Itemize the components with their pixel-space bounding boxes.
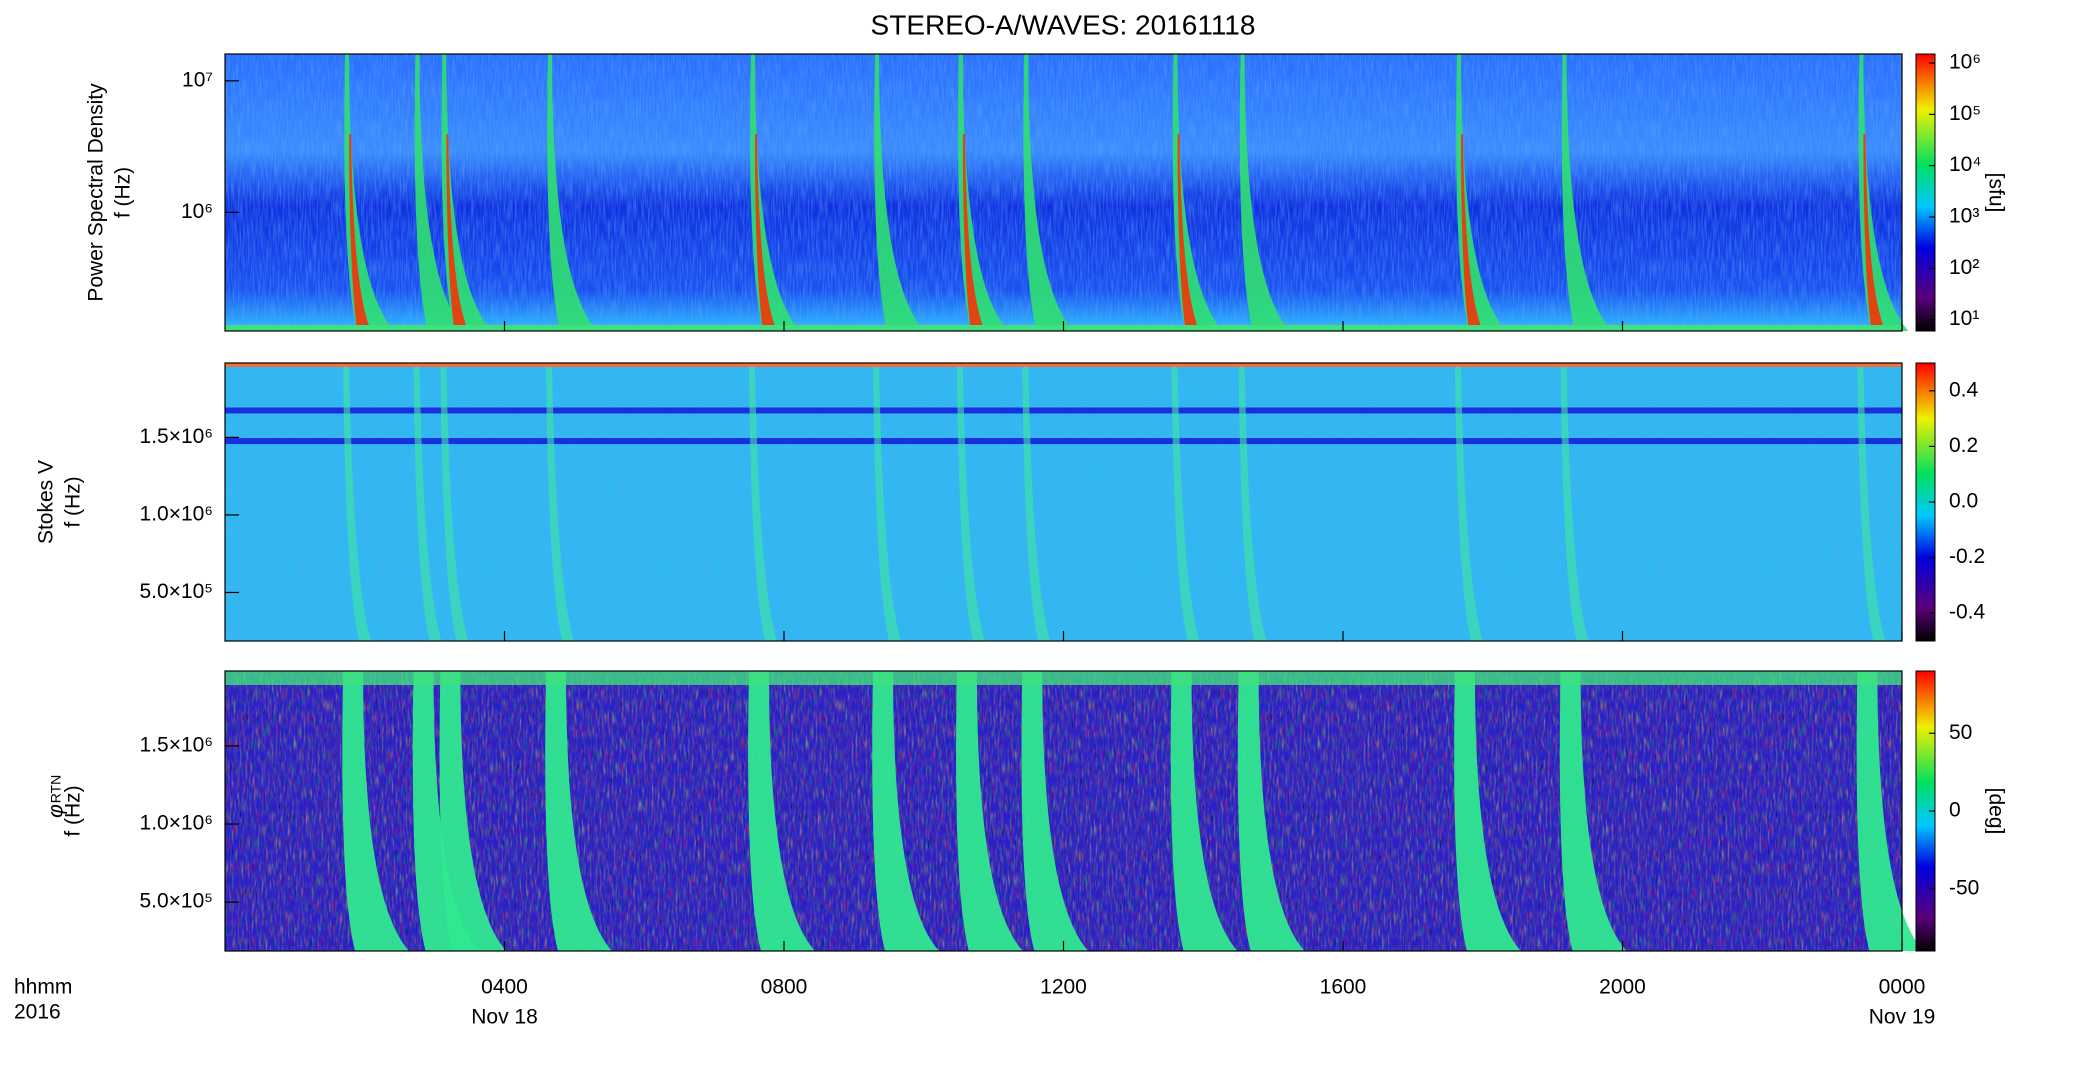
streak xyxy=(956,363,985,641)
streak xyxy=(1237,671,1305,951)
burst-core xyxy=(1177,134,1200,331)
streak xyxy=(1856,671,1924,951)
colorbar-tick-label: 0.2 xyxy=(1949,434,1978,457)
x-tick-label: 0400 xyxy=(481,976,528,999)
burst xyxy=(547,54,598,331)
colorbar-tick-label: 10² xyxy=(1949,256,1979,279)
streak xyxy=(412,671,480,951)
band xyxy=(225,407,1902,414)
y-tick-label: 5.0×10⁵ xyxy=(139,890,213,913)
colorbar xyxy=(1915,53,1936,332)
burst-core xyxy=(1863,134,1886,331)
y-axis-label: f (Hz) xyxy=(112,167,135,218)
streak xyxy=(1559,671,1627,951)
streak xyxy=(872,671,940,951)
colorbar-tick-label: 10¹ xyxy=(1949,307,1979,330)
streak xyxy=(413,363,442,641)
streak xyxy=(1022,363,1051,641)
top-edge xyxy=(225,671,1902,685)
burst xyxy=(874,54,925,331)
y-axis-label: Power Spectral Density xyxy=(85,83,108,302)
spectrogram-noise xyxy=(225,54,1902,331)
y-axis-label: f (Hz) xyxy=(62,785,85,836)
x-tick-label: 2000 xyxy=(1599,976,1646,999)
x-corner-label: 2016 xyxy=(14,1001,61,1024)
y-axis-label: f (Hz) xyxy=(62,476,85,527)
streak xyxy=(1857,363,1886,641)
x-date-label: Nov 18 xyxy=(471,1006,538,1029)
x-corner-label: hhmm xyxy=(14,976,72,999)
burst xyxy=(1561,54,1612,331)
streak xyxy=(440,363,469,641)
burst-core xyxy=(962,134,985,331)
y-tick-label: 1.5×10⁶ xyxy=(140,425,213,448)
streak xyxy=(1170,671,1238,951)
burst xyxy=(1023,54,1074,331)
top-edge xyxy=(225,363,1902,367)
colorbar-label: [deg] xyxy=(1984,788,2007,835)
y-tick-label: 5.0×10⁵ xyxy=(139,580,213,603)
x-tick-label: 0000 xyxy=(1879,976,1926,999)
spectrogram-noise xyxy=(225,363,1902,641)
y-tick-label: 1.0×10⁶ xyxy=(140,502,213,525)
streak xyxy=(1454,671,1521,951)
y-tick-label: 10⁷ xyxy=(182,68,213,91)
streak xyxy=(748,671,815,951)
colorbar-tick-label: 0 xyxy=(1949,799,1961,822)
streak xyxy=(1238,363,1267,641)
y-tick-label: 1.5×10⁶ xyxy=(140,734,213,757)
spectrogram-image xyxy=(225,671,1924,951)
streak xyxy=(342,671,410,951)
streak xyxy=(546,363,575,641)
burst xyxy=(1239,54,1290,331)
colorbar-tick-label: -0.4 xyxy=(1949,601,1986,624)
streak xyxy=(439,671,507,951)
y-axis-symbol: φ xyxy=(45,804,68,818)
colorbar-label: [sfu] xyxy=(1984,173,2007,213)
burst-core xyxy=(754,134,777,331)
colorbar-tick-label: 10⁴ xyxy=(1949,153,1981,176)
x-tick-label: 1200 xyxy=(1040,976,1087,999)
band xyxy=(225,438,1902,445)
colorbar-tick-label: 10⁵ xyxy=(1949,102,1981,125)
spectrogram-image xyxy=(225,54,1909,331)
streak xyxy=(956,671,1023,951)
burst-core xyxy=(446,134,469,331)
colorbar-tick-label: 10⁶ xyxy=(1949,51,1981,74)
y-axis-label: Stokes V xyxy=(35,460,58,544)
streak xyxy=(545,671,613,951)
streak xyxy=(1454,363,1483,641)
colorbar-tick-label: 10³ xyxy=(1949,205,1979,228)
streak xyxy=(343,363,372,641)
x-tick-label: 1600 xyxy=(1320,976,1367,999)
colorbar-tick-label: -0.2 xyxy=(1949,545,1985,568)
streak xyxy=(873,363,902,641)
spectrogram-image xyxy=(225,363,1902,641)
y-axis-subscript: RTN xyxy=(48,775,64,804)
chart-title: STEREO-A/WAVES: 20161118 xyxy=(871,9,1256,40)
x-date-label: Nov 19 xyxy=(1869,1006,1936,1029)
burst-core xyxy=(1460,134,1483,331)
y-tick-label: 10⁶ xyxy=(181,200,213,223)
colorbar-tick-label: 50 xyxy=(1949,721,1972,744)
streak xyxy=(1560,363,1589,641)
x-tick-label: 0800 xyxy=(761,976,808,999)
streak xyxy=(748,363,777,641)
streak xyxy=(1171,363,1200,641)
colorbar-tick-label: 0.4 xyxy=(1949,378,1979,401)
colorbar-tick-label: -50 xyxy=(1949,876,1979,899)
burst-core xyxy=(349,134,372,331)
streak xyxy=(1021,671,1089,951)
colorbar-tick-label: 0.0 xyxy=(1949,490,1978,513)
burst xyxy=(414,54,465,331)
y-tick-label: 1.0×10⁶ xyxy=(140,812,213,835)
